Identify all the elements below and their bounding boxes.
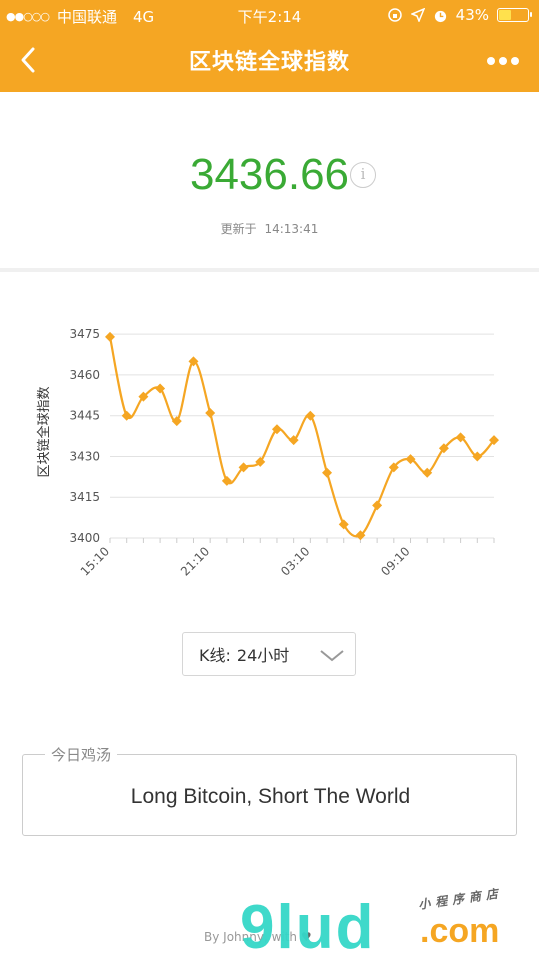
x-tick-label: 09:10	[378, 544, 412, 578]
data-point	[305, 410, 316, 421]
data-point	[472, 451, 483, 462]
kline-label: K线:	[199, 646, 231, 665]
kline-period-select[interactable]: K线: 24小时	[182, 632, 356, 676]
back-button[interactable]	[8, 38, 48, 82]
data-point	[105, 331, 115, 342]
signal-strength-icon: ●●○○○	[6, 10, 50, 23]
y-tick-label: 3475	[69, 327, 100, 341]
x-tick-label: 21:10	[178, 544, 212, 578]
data-point	[489, 435, 499, 446]
watermark-logo: 9lud 小程序商店 .com	[240, 886, 504, 960]
y-tick-label: 3430	[69, 449, 100, 463]
app-header: ●●○○○ 中国联通 4G 下午2:14 43% 区块链全球指数	[0, 0, 539, 92]
data-point	[171, 416, 182, 427]
data-point	[338, 519, 349, 530]
status-bar: ●●○○○ 中国联通 4G 下午2:14 43%	[0, 0, 539, 30]
info-icon[interactable]: i	[350, 162, 376, 188]
footer-credit: By Johnny, with ♥	[204, 930, 312, 944]
updated-label: 更新于	[220, 222, 257, 236]
quote-legend: 今日鸡汤	[45, 744, 118, 765]
series-line	[108, 336, 495, 538]
battery-percent: 43%	[455, 6, 489, 24]
watermark-domain: .com	[420, 912, 500, 950]
footer-text: By Johnny, with	[204, 930, 298, 944]
updated-timestamp: 更新于 14:13:41	[0, 220, 539, 237]
data-point	[238, 462, 249, 473]
data-point	[205, 407, 216, 418]
data-point	[422, 467, 433, 478]
more-dots-icon	[487, 57, 495, 65]
alarm-icon	[434, 10, 446, 22]
y-tick-label: 3460	[69, 368, 100, 382]
data-point	[322, 467, 333, 478]
data-point	[255, 456, 266, 467]
data-point	[388, 462, 399, 473]
x-tick-label: 15:10	[78, 544, 112, 578]
data-point	[121, 410, 132, 421]
kline-value: 24小时	[236, 646, 290, 665]
page-title: 区块链全球指数	[188, 50, 350, 75]
location-icon	[410, 8, 425, 22]
chevron-down-icon	[320, 650, 344, 662]
y-tick-label: 3415	[69, 490, 100, 504]
data-point	[288, 435, 299, 446]
carrier-label: 中国联通	[57, 8, 118, 26]
chevron-left-icon	[21, 47, 35, 73]
y-tick-label: 3400	[69, 531, 100, 545]
network-label: 4G	[133, 7, 155, 26]
heart-icon: ♥	[300, 930, 312, 944]
chart-section: 3475 3460 3445 3430 3415 3400 15:10 21:10 03:10 0…	[0, 272, 539, 960]
daily-quote-box: 今日鸡汤 Long Bitcoin, Short The World	[22, 744, 517, 836]
data-point	[188, 356, 199, 367]
data-point	[455, 432, 466, 443]
index-value: 3436.66	[189, 150, 350, 199]
data-point	[372, 500, 383, 511]
data-point	[221, 475, 232, 486]
y-tick-label: 3445	[69, 409, 100, 423]
data-point	[405, 454, 416, 465]
data-point	[155, 383, 166, 394]
updated-time: 14:13:41	[264, 222, 319, 236]
data-point	[355, 530, 366, 541]
more-button[interactable]	[483, 48, 523, 74]
nav-bar: 区块链全球指数	[0, 30, 539, 92]
watermark-sub: 小程序商店	[417, 886, 504, 912]
index-value-card: 3436.66 i 更新于 14:13:41	[0, 92, 539, 268]
status-time: 下午2:14	[237, 8, 302, 26]
battery-icon	[497, 8, 532, 22]
data-point	[271, 424, 282, 435]
y-axis-label: 区块链全球指数	[36, 386, 52, 477]
quote-text: Long Bitcoin, Short The World	[130, 785, 411, 808]
data-point	[438, 443, 449, 454]
watermark-main: 9lud	[240, 893, 376, 960]
x-tick-label: 03:10	[278, 544, 312, 578]
lock-rotation-icon	[387, 8, 402, 22]
